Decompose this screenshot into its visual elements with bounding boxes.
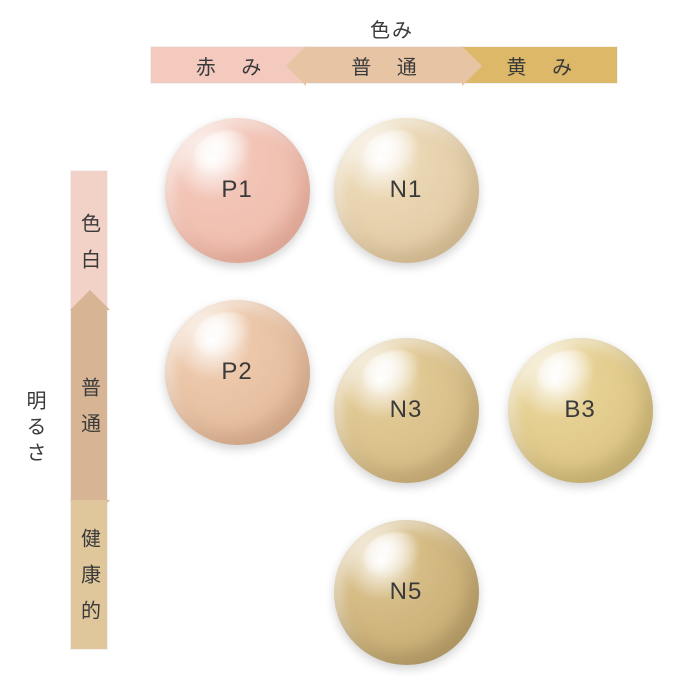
swatch-n5: N5 [334, 520, 479, 665]
chevron-left-icon [286, 46, 306, 86]
top-seg-normal: 普 通 [306, 47, 461, 83]
left-axis: 色白 普通 健康的 [70, 170, 108, 650]
swatch-label: P2 [221, 358, 252, 386]
swatch-n1: N1 [334, 118, 479, 263]
chevron-right-icon [462, 46, 482, 86]
swatch-label: P1 [221, 176, 252, 204]
left-seg-normal: 普通 [71, 310, 107, 499]
swatch-p2: P2 [165, 300, 310, 445]
left-axis-title: 明るさ [20, 390, 49, 468]
swatch-b3: B3 [508, 338, 653, 483]
top-seg-red: 赤 み [151, 47, 306, 83]
chevron-up-icon [70, 290, 110, 310]
swatch-label: N3 [390, 396, 423, 424]
swatch-p1: P1 [165, 118, 310, 263]
swatch-label: N1 [390, 176, 423, 204]
top-seg-normal-label: 普 通 [341, 51, 427, 80]
swatch-n3: N3 [334, 338, 479, 483]
swatch-label: B3 [564, 396, 595, 424]
swatch-label: N5 [390, 578, 423, 606]
top-axis-title: 色み [370, 14, 414, 43]
top-seg-yellow: 黄 み [462, 47, 617, 83]
left-seg-healthy: 健康的 [71, 500, 107, 649]
left-seg-normal-label: 普通 [75, 361, 104, 449]
top-axis: 赤 み 普 通 黄 み [150, 46, 618, 84]
